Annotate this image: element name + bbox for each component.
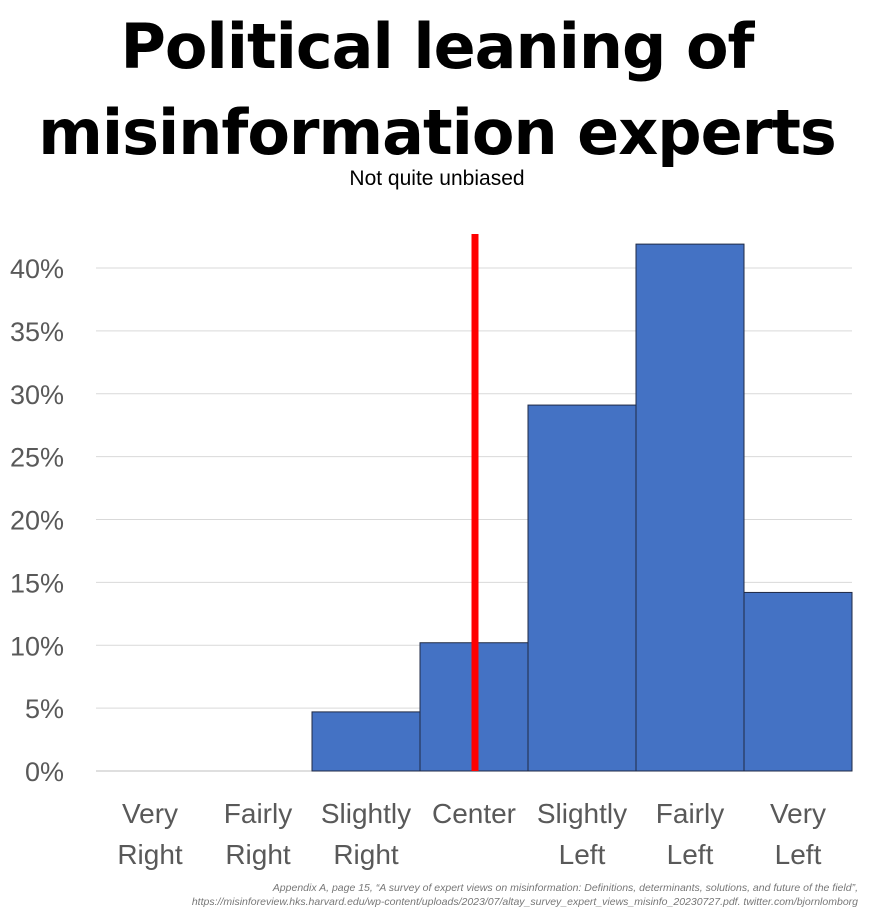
- y-tick-label: 30%: [10, 380, 64, 410]
- x-tick-label: Right: [225, 839, 291, 870]
- bars: [311, 243, 853, 772]
- y-tick-label: 15%: [10, 568, 64, 598]
- x-tick-label: Fairly: [656, 798, 724, 829]
- source-line-2: https://misinforeview.hks.harvard.edu/wp…: [191, 896, 858, 908]
- y-tick-label: 25%: [10, 443, 64, 473]
- y-tick-label: 0%: [25, 757, 64, 787]
- source-note: Appendix A, page 15, “A survey of expert…: [192, 881, 858, 909]
- bar: [311, 711, 421, 772]
- x-tick-label: Slightly: [537, 798, 627, 829]
- x-tick-label: Fairly: [224, 798, 292, 829]
- x-axis-category-labels: Very Right Fairly Right Slightly Right Center S…: [117, 798, 826, 870]
- title-line-1: Political leaning of: [120, 10, 754, 83]
- x-tick-label: Right: [333, 839, 399, 870]
- y-tick-label: 35%: [10, 317, 64, 347]
- x-tick-label: Very: [770, 798, 826, 829]
- y-tick-label: 20%: [10, 506, 64, 536]
- x-tick-label: Left: [667, 839, 714, 870]
- bar: [527, 404, 637, 772]
- x-tick-label: Very: [122, 798, 178, 829]
- y-tick-label: 10%: [10, 631, 64, 661]
- x-tick-label: Center: [432, 798, 516, 829]
- y-tick-label: 40%: [10, 254, 64, 284]
- chart-subtitle: Not quite unbiased: [349, 167, 525, 190]
- x-tick-label: Left: [775, 839, 822, 870]
- y-axis-tick-labels: 0% 5% 10% 15% 20% 25% 30% 35% 40%: [10, 254, 64, 787]
- bar: [743, 591, 853, 772]
- x-tick-label: Left: [559, 839, 606, 870]
- x-tick-label: Right: [117, 839, 183, 870]
- bar: [635, 243, 745, 772]
- y-tick-label: 5%: [25, 694, 64, 724]
- source-line-1: Appendix A, page 15, “A survey of expert…: [272, 882, 858, 894]
- x-tick-label: Slightly: [321, 798, 411, 829]
- title-line-2: misinformation experts: [38, 96, 837, 169]
- chart-title: Political leaning of misinformation expe…: [0, 4, 874, 176]
